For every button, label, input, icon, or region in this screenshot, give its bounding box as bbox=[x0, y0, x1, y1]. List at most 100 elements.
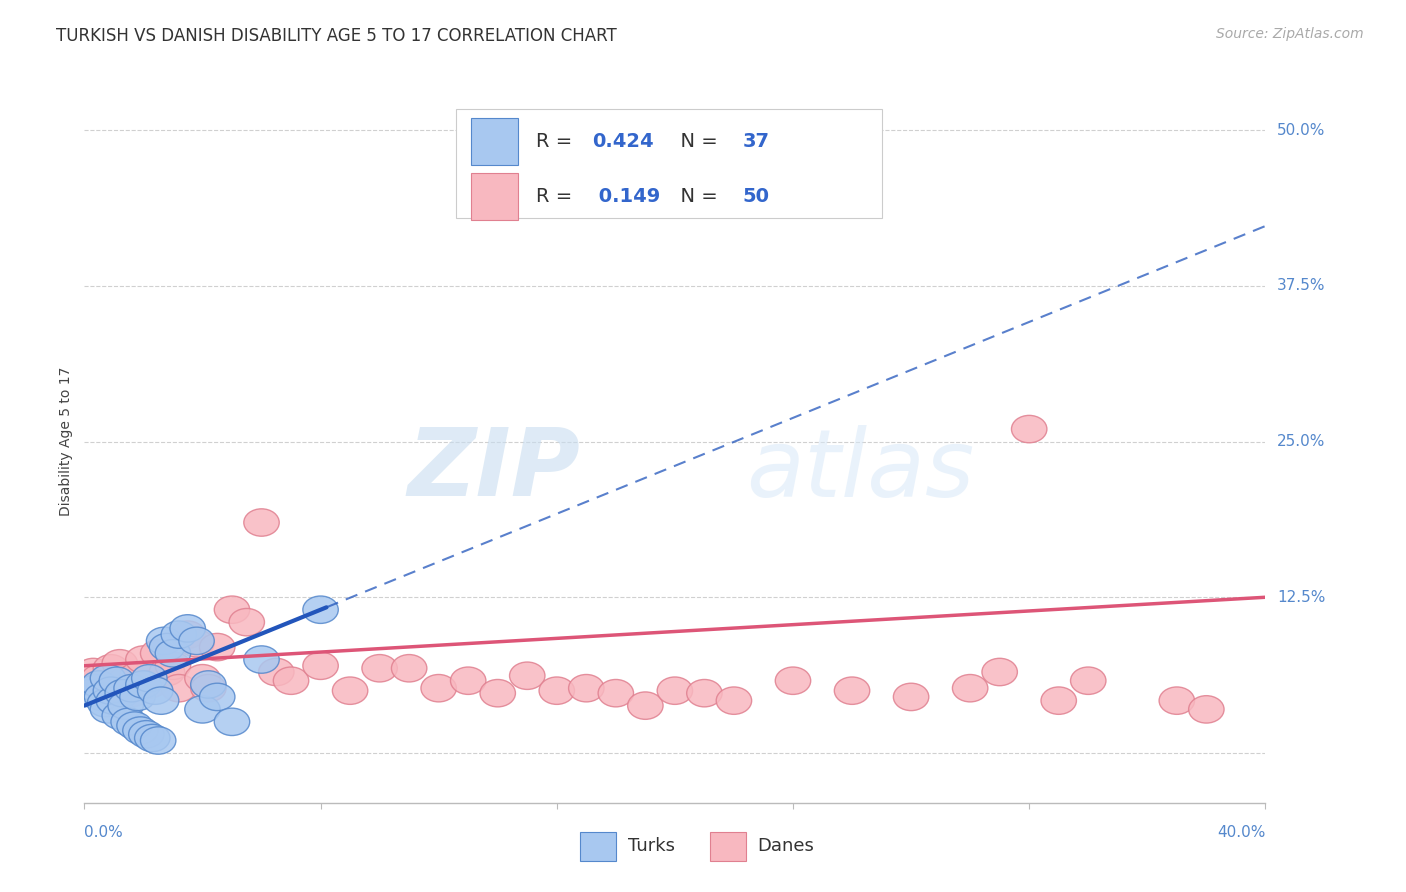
FancyBboxPatch shape bbox=[471, 173, 517, 220]
Ellipse shape bbox=[155, 640, 191, 667]
Ellipse shape bbox=[84, 683, 120, 711]
Text: N =: N = bbox=[668, 132, 724, 151]
Ellipse shape bbox=[76, 658, 111, 686]
Ellipse shape bbox=[98, 667, 135, 694]
Ellipse shape bbox=[93, 677, 129, 705]
Text: TURKISH VS DANISH DISABILITY AGE 5 TO 17 CORRELATION CHART: TURKISH VS DANISH DISABILITY AGE 5 TO 17… bbox=[56, 27, 617, 45]
Ellipse shape bbox=[598, 680, 634, 706]
Ellipse shape bbox=[170, 621, 205, 648]
Ellipse shape bbox=[243, 508, 280, 536]
Ellipse shape bbox=[273, 667, 309, 694]
Ellipse shape bbox=[1159, 687, 1195, 714]
Ellipse shape bbox=[103, 649, 138, 677]
Text: ZIP: ZIP bbox=[408, 425, 581, 516]
Ellipse shape bbox=[981, 658, 1018, 686]
Ellipse shape bbox=[149, 658, 184, 686]
Ellipse shape bbox=[149, 633, 184, 661]
Text: Turks: Turks bbox=[627, 838, 675, 855]
Ellipse shape bbox=[302, 596, 339, 624]
Ellipse shape bbox=[122, 717, 159, 744]
Text: R =: R = bbox=[536, 132, 578, 151]
FancyBboxPatch shape bbox=[581, 831, 616, 861]
Text: 50: 50 bbox=[742, 187, 769, 206]
Ellipse shape bbox=[108, 692, 143, 719]
Ellipse shape bbox=[132, 665, 167, 692]
Y-axis label: Disability Age 5 to 17: Disability Age 5 to 17 bbox=[59, 367, 73, 516]
Ellipse shape bbox=[302, 652, 339, 680]
Ellipse shape bbox=[1040, 687, 1077, 714]
Text: 40.0%: 40.0% bbox=[1218, 825, 1265, 840]
Ellipse shape bbox=[129, 721, 165, 748]
Ellipse shape bbox=[716, 687, 752, 714]
Ellipse shape bbox=[1188, 696, 1225, 723]
Ellipse shape bbox=[200, 683, 235, 711]
Ellipse shape bbox=[361, 655, 398, 682]
Ellipse shape bbox=[108, 667, 143, 694]
Ellipse shape bbox=[105, 680, 141, 706]
Ellipse shape bbox=[184, 696, 221, 723]
Text: Danes: Danes bbox=[758, 838, 814, 855]
Ellipse shape bbox=[162, 621, 197, 648]
Ellipse shape bbox=[90, 665, 125, 692]
Ellipse shape bbox=[509, 662, 546, 690]
Text: 0.0%: 0.0% bbox=[84, 825, 124, 840]
Ellipse shape bbox=[90, 696, 125, 723]
Ellipse shape bbox=[93, 655, 129, 682]
Ellipse shape bbox=[120, 683, 155, 711]
Ellipse shape bbox=[259, 658, 294, 686]
Ellipse shape bbox=[82, 671, 117, 698]
Ellipse shape bbox=[98, 677, 135, 705]
Ellipse shape bbox=[568, 674, 605, 702]
Ellipse shape bbox=[125, 671, 162, 698]
Text: 50.0%: 50.0% bbox=[1277, 122, 1326, 137]
Text: N =: N = bbox=[668, 187, 724, 206]
Text: 0.424: 0.424 bbox=[592, 132, 654, 151]
Text: atlas: atlas bbox=[745, 425, 974, 516]
Ellipse shape bbox=[155, 652, 191, 680]
Ellipse shape bbox=[103, 702, 138, 730]
Ellipse shape bbox=[952, 674, 988, 702]
Ellipse shape bbox=[87, 671, 122, 698]
Ellipse shape bbox=[170, 615, 205, 642]
FancyBboxPatch shape bbox=[471, 118, 517, 165]
FancyBboxPatch shape bbox=[457, 109, 882, 218]
Ellipse shape bbox=[96, 687, 132, 714]
Ellipse shape bbox=[111, 708, 146, 736]
Ellipse shape bbox=[162, 674, 197, 702]
Text: R =: R = bbox=[536, 187, 578, 206]
Ellipse shape bbox=[79, 674, 114, 702]
Ellipse shape bbox=[117, 712, 152, 739]
Ellipse shape bbox=[893, 683, 929, 711]
Ellipse shape bbox=[1011, 416, 1047, 442]
Ellipse shape bbox=[1070, 667, 1107, 694]
Ellipse shape bbox=[657, 677, 693, 705]
Ellipse shape bbox=[132, 671, 167, 698]
Text: 25.0%: 25.0% bbox=[1277, 434, 1326, 449]
Text: 12.5%: 12.5% bbox=[1277, 590, 1326, 605]
FancyBboxPatch shape bbox=[710, 831, 745, 861]
Text: 0.149: 0.149 bbox=[592, 187, 661, 206]
Ellipse shape bbox=[191, 674, 226, 702]
Ellipse shape bbox=[146, 627, 181, 655]
Ellipse shape bbox=[114, 674, 149, 702]
Ellipse shape bbox=[214, 708, 250, 736]
Ellipse shape bbox=[120, 662, 155, 690]
Ellipse shape bbox=[179, 630, 214, 657]
Ellipse shape bbox=[229, 608, 264, 636]
Text: 37.5%: 37.5% bbox=[1277, 278, 1326, 293]
Ellipse shape bbox=[834, 677, 870, 705]
Ellipse shape bbox=[141, 640, 176, 667]
Ellipse shape bbox=[214, 596, 250, 624]
Ellipse shape bbox=[391, 655, 427, 682]
Ellipse shape bbox=[686, 680, 723, 706]
Ellipse shape bbox=[200, 633, 235, 661]
Ellipse shape bbox=[73, 680, 108, 706]
Ellipse shape bbox=[191, 671, 226, 698]
Ellipse shape bbox=[179, 627, 214, 655]
Ellipse shape bbox=[775, 667, 811, 694]
Ellipse shape bbox=[538, 677, 575, 705]
Ellipse shape bbox=[332, 677, 368, 705]
Ellipse shape bbox=[479, 680, 516, 706]
Ellipse shape bbox=[450, 667, 486, 694]
Text: 37: 37 bbox=[742, 132, 769, 151]
